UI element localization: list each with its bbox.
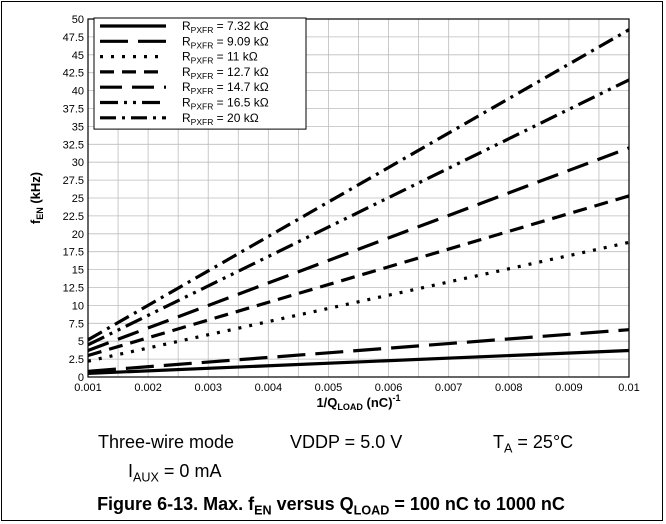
x-axis-label: 1/QLOAD (nC)-1 — [316, 393, 400, 412]
x-tick-label: 0.003 — [194, 382, 222, 394]
series-line-1 — [87, 348, 630, 375]
y-tick-label: 40 — [72, 86, 84, 98]
x-tick-label: 0.004 — [255, 382, 283, 394]
y-tick-label: 25 — [72, 193, 84, 205]
condition-ta: TA = 25°C — [493, 432, 574, 456]
legend-label-5: RPXFR = 14.7 kΩ — [182, 80, 269, 96]
series-line-4 — [87, 194, 630, 358]
condition-vddp: VDDP = 5.0 V — [290, 432, 403, 452]
y-tick-label: 30 — [72, 157, 84, 169]
condition-iaux: IAUX = 0 mA — [128, 461, 222, 485]
y-tick-label: 7.5 — [69, 318, 84, 330]
legend-label-6: RPXFR = 16.5 kΩ — [182, 96, 269, 112]
x-tick-label: 0.01 — [618, 382, 639, 394]
condition-mode: Three-wire mode — [98, 432, 235, 452]
y-tick-label: 32.5 — [63, 139, 84, 151]
x-tick-labels: 0.001 0.002 0.003 0.004 0.005 0.006 0.007 0.008… — [74, 382, 639, 394]
legend-box — [93, 17, 307, 130]
legend-label-7: RPXFR = 20 kΩ — [182, 111, 259, 127]
x-tick-label: 0.008 — [495, 382, 523, 394]
y-tick-label: 12.5 — [63, 283, 84, 295]
y-tick-label: 37.5 — [63, 104, 84, 116]
series-line-5 — [87, 146, 630, 352]
legend-label-4: RPXFR = 12.7 kΩ — [182, 65, 269, 81]
y-tick-label: 17.5 — [63, 247, 84, 259]
series-line-3 — [87, 240, 630, 363]
figure-caption: Figure 6-13. Max. fEN versus QLOAD = 100… — [97, 494, 565, 518]
series-layer — [87, 28, 630, 375]
x-tick-label: 0.002 — [134, 382, 162, 394]
y-axis-label: fEN (kHz) — [28, 172, 45, 224]
x-tick-label: 0.005 — [315, 382, 343, 394]
chart: 0.001 0.002 0.003 0.004 0.005 0.006 0.007 0.008… — [28, 14, 640, 412]
legend-label-1: RPXFR = 7.32 kΩ — [182, 19, 269, 35]
y-tick-label: 15 — [72, 265, 84, 277]
legend-label-3: RPXFR = 11 kΩ — [182, 50, 258, 66]
y-tick-label: 47.5 — [63, 32, 84, 44]
y-tick-label: 27.5 — [63, 175, 84, 187]
y-tick-label: 42.5 — [63, 68, 84, 80]
x-tick-label: 0.007 — [435, 382, 463, 394]
y-tick-label: 45 — [72, 50, 84, 62]
y-tick-labels: 0 2.5 5 7.5 10 12.5 15 17.5 20 22.5 25 27.5 30 32.5 35… — [63, 14, 84, 384]
y-tick-label: 0 — [78, 372, 84, 384]
legend-label-2: RPXFR = 9.09 kΩ — [182, 34, 269, 50]
grid — [88, 19, 629, 377]
x-tick-label: 0.001 — [74, 382, 102, 394]
series-line-7 — [87, 28, 630, 342]
series-line-2 — [87, 328, 630, 373]
y-tick-label: 2.5 — [69, 354, 84, 366]
y-tick-label: 10 — [72, 300, 84, 312]
plot-border — [87, 18, 630, 378]
x-tick-label: 0.006 — [375, 382, 403, 394]
y-tick-label: 22.5 — [63, 211, 84, 223]
series-line-6 — [87, 78, 630, 347]
y-tick-label: 20 — [72, 229, 84, 241]
x-tick-label: 0.009 — [555, 382, 583, 394]
y-tick-label: 50 — [72, 14, 84, 26]
y-tick-label: 5 — [78, 336, 84, 348]
y-tick-label: 35 — [72, 121, 84, 133]
